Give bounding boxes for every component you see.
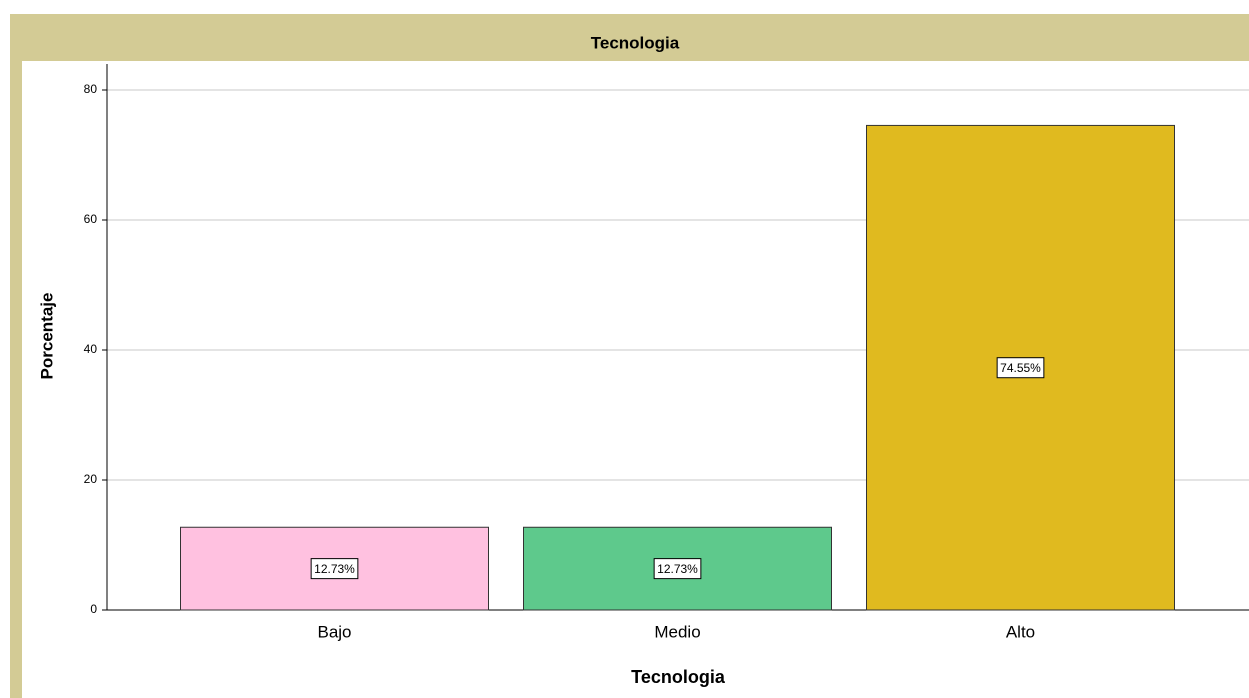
value-label-box [310, 558, 359, 580]
x-tick-label: Bajo [317, 622, 351, 641]
title-bar [10, 14, 1249, 61]
y-tick-label: 20 [84, 472, 98, 486]
x-tick-label: Alto [1006, 622, 1035, 641]
left-frame [10, 14, 22, 698]
y-axis-title: Porcentaje [37, 293, 56, 380]
value-label-box [996, 357, 1045, 379]
y-tick-label: 80 [84, 82, 98, 96]
x-axis-title: Tecnologia [631, 667, 726, 687]
y-tick-label: 0 [90, 602, 97, 616]
value-label: 74.55% [1000, 361, 1041, 375]
y-tick-label: 40 [84, 342, 98, 356]
chart-title: Tecnologia [591, 33, 680, 52]
value-label: 12.73% [314, 562, 355, 576]
x-tick-label: Medio [654, 622, 700, 641]
y-tick-label: 60 [84, 212, 98, 226]
value-label-box [653, 558, 702, 580]
value-label: 12.73% [657, 562, 698, 576]
